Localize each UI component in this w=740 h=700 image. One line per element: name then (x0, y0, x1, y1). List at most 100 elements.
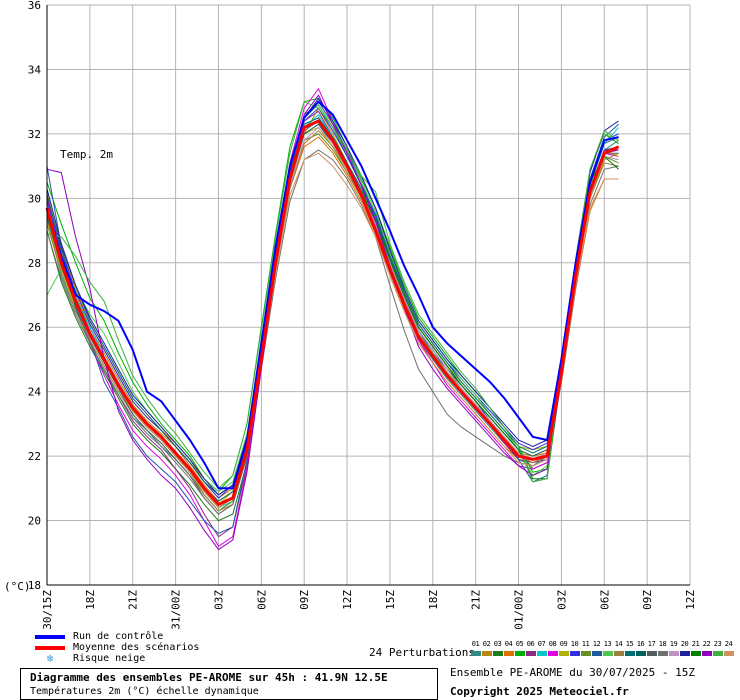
perturbation-key-swatch (635, 651, 646, 656)
perturbation-key-number: 14 (614, 640, 623, 648)
perturbation-key-07: 07 (536, 640, 547, 656)
perturbation-key-swatch (668, 651, 679, 656)
perturbation-key-11: 11 (580, 640, 591, 656)
perturbation-key-swatch (547, 651, 558, 656)
perturbation-key-number: 08 (548, 640, 557, 648)
perturbation-key-02: 02 (481, 640, 492, 656)
run-info: Ensemble PE-AROME du 30/07/2025 - 15Z (450, 666, 696, 679)
x-tick-label: 06Z (255, 590, 268, 610)
y-tick-label: 30 (28, 192, 41, 205)
x-tick-label: 31/00Z (170, 590, 183, 630)
perturbation-key-number: 23 (713, 640, 722, 648)
y-tick-label: 28 (28, 257, 41, 270)
footer-subtitle: Températures 2m (°C) échelle dynamique (30, 686, 259, 697)
perturbation-key-swatch (701, 651, 712, 656)
perturbation-key-number: 03 (493, 640, 502, 648)
y-tick-label: 36 (28, 0, 41, 12)
perturbation-key-number: 21 (691, 640, 700, 648)
perturbation-key-swatch (624, 651, 635, 656)
x-tick-label: 03Z (555, 590, 568, 610)
perturbation-key-number: 17 (647, 640, 656, 648)
perturbation-key-21: 21 (690, 640, 701, 656)
perturbation-key-20: 20 (679, 640, 690, 656)
x-tick-label: 21Z (470, 590, 483, 610)
snowflake-icon: ❄ (46, 652, 54, 665)
perturbation-key-number: 19 (669, 640, 678, 648)
perturbation-key-16: 16 (635, 640, 646, 656)
footer-title: Diagramme des ensembles PE-AROME sur 45h… (30, 671, 388, 684)
legend-control-swatch (35, 634, 65, 639)
x-tick-label: 09Z (298, 590, 311, 610)
footer-info-box: Diagramme des ensembles PE-AROME sur 45h… (20, 668, 438, 700)
perturbation-key-number: 16 (636, 640, 645, 648)
perturbation-key-17: 17 (646, 640, 657, 656)
perturbation-key-number: 22 (702, 640, 711, 648)
perturbation-key-number: 20 (680, 640, 689, 648)
perturbation-key-swatch (481, 651, 492, 656)
x-tick-label: 12Z (684, 590, 697, 610)
legend-control: Run de contrôle (35, 631, 199, 642)
perturbation-key-number: 09 (559, 640, 568, 648)
y-axis-unit-label: (°C) (4, 580, 31, 593)
perturbation-key-number: 18 (658, 640, 667, 648)
x-tick-label: 06Z (598, 590, 611, 610)
legend-snow: ❄ Risque neige (35, 653, 199, 664)
x-tick-label: 21Z (127, 590, 140, 610)
perturbation-key-number: 15 (625, 640, 634, 648)
perturbation-key-number: 24 (724, 640, 733, 648)
perturbation-key-number: 06 (526, 640, 535, 648)
perturbation-key-04: 04 (503, 640, 514, 656)
perturbation-key-swatch (536, 651, 547, 656)
perturbation-key-number: 13 (603, 640, 612, 648)
y-tick-label: 18 (28, 579, 41, 592)
chart-title: Temp. 2m (60, 148, 113, 161)
y-tick-label: 20 (28, 515, 41, 528)
y-tick-label: 34 (28, 63, 42, 76)
perturbation-key-swatch (580, 651, 591, 656)
perturbation-key-15: 15 (624, 640, 635, 656)
perturbation-key-swatch (558, 651, 569, 656)
perturbations-label: 24 Perturbations (369, 646, 475, 659)
perturbation-key-06: 06 (525, 640, 536, 656)
x-tick-label: 30/15Z (41, 590, 54, 630)
ensemble-chart: 18 20 22 24 26 28 30 32 34 36 30/15Z 18Z 21Z 31/00Z 03… (4, 0, 697, 630)
perturbation-key-23: 23 (712, 640, 723, 656)
perturbation-key-number: 05 (515, 640, 524, 648)
perturbation-key-number: 04 (504, 640, 513, 648)
perturbation-key-number: 01 (471, 640, 480, 648)
legend-mean-swatch (35, 645, 65, 650)
legend: Run de contrôle Moyenne des scénarios ❄ … (35, 631, 199, 664)
perturbation-line-02 (46, 107, 619, 502)
perturbation-line-24 (46, 152, 619, 509)
perturbation-line-22 (46, 94, 619, 551)
y-tick-label: 24 (28, 386, 42, 399)
x-tick-label: 18Z (427, 590, 440, 610)
perturbation-key-12: 12 (591, 640, 602, 656)
perturbation-key-19: 19 (668, 640, 679, 656)
perturbation-key-10: 10 (569, 640, 580, 656)
perturbation-key-swatch (723, 651, 734, 656)
perturbation-key-swatch (602, 651, 613, 656)
legend-snow-label: Risque neige (73, 653, 146, 664)
perturbation-key-swatch (646, 651, 657, 656)
perturbation-key-number: 07 (537, 640, 546, 648)
perturbation-key-08: 08 (547, 640, 558, 656)
perturbation-key-swatch (470, 651, 481, 656)
perturbation-key-swatch (679, 651, 690, 656)
perturbation-key-swatch (712, 651, 723, 656)
perturbation-color-legend: 01 02 03 04 05 06 07 08 09 10 11 12 13 14 15 16 17 18 19 20… (470, 640, 734, 656)
perturbation-key-number: 11 (581, 640, 590, 648)
perturbation-key-swatch (613, 651, 624, 656)
x-tick-label: 09Z (641, 590, 654, 610)
axes: 18 20 22 24 26 28 30 32 34 36 30/15Z 18Z 21Z 31/00Z 03… (28, 0, 697, 630)
copyright: Copyright 2025 Meteociel.fr (450, 685, 629, 698)
perturbation-line-10 (46, 107, 619, 499)
perturbation-key-13: 13 (602, 640, 613, 656)
x-tick-label: 15Z (384, 590, 397, 610)
x-tick-label: 12Z (341, 590, 354, 610)
x-tick-label: 18Z (84, 590, 97, 610)
perturbation-key-number: 10 (570, 640, 579, 648)
y-tick-label: 26 (28, 321, 41, 334)
legend-control-label: Run de contrôle (73, 631, 164, 642)
y-tick-label: 22 (28, 450, 41, 463)
